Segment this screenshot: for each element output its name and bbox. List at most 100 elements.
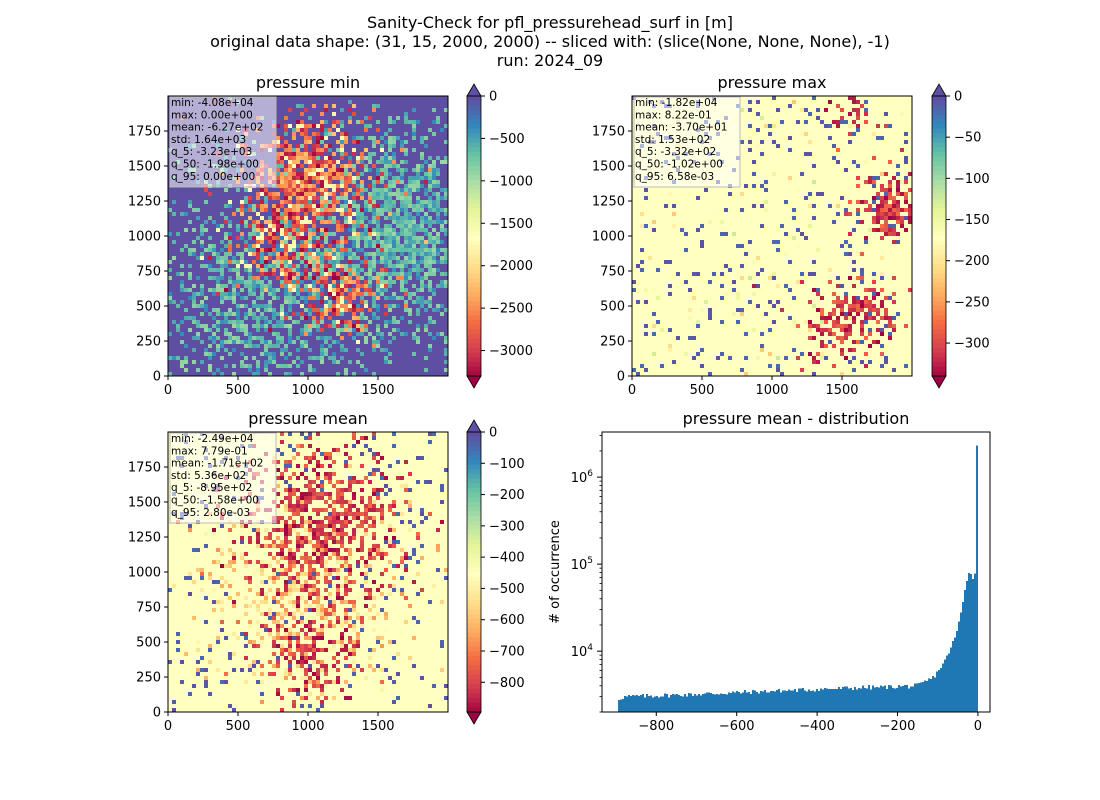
heatmap-cell [328,268,332,272]
heatmap-cell [772,240,776,244]
heatmap-cell [384,312,388,316]
histogram-bar [843,686,846,712]
heatmap-cell [432,248,436,252]
colorbar-extend-min [466,711,482,725]
heatmap-cell [324,192,328,196]
heatmap-cell [872,276,876,280]
heatmap-cell [296,512,300,516]
heatmap-cell [204,200,208,204]
heatmap-cell [192,240,196,244]
y-tick-label: 500 [136,636,161,651]
heatmap-cell [320,172,324,176]
heatmap-cell [308,528,312,532]
heatmap-cell [288,212,292,216]
heatmap-cell [332,208,336,212]
heatmap-cell [184,368,188,372]
heatmap-cell [240,352,244,356]
histogram-bar [794,688,797,712]
heatmap-cell [328,172,332,176]
heatmap-cell [320,256,324,260]
heatmap-cell [392,204,396,208]
heatmap-cell [300,156,304,160]
heatmap-cell [292,236,296,240]
heatmap-cell [300,704,304,708]
colorbar-segment [932,357,946,363]
heatmap-cell [344,584,348,588]
heatmap-cell [356,184,360,188]
heatmap-cell [304,204,308,208]
heatmap-cell [864,320,868,324]
heatmap-cell [280,152,284,156]
heatmap-cell [324,220,328,224]
heatmap-cell [892,176,896,180]
heatmap-cell [348,292,352,296]
heatmap-cell [364,116,368,120]
heatmap-cell [280,236,284,240]
heatmap-cell [396,696,400,700]
heatmap-cell [308,204,312,208]
heatmap-cell [376,560,380,564]
heatmap-cell [308,220,312,224]
heatmap-cell [404,596,408,600]
heatmap-cell [744,332,748,336]
heatmap-cell [312,288,316,292]
heatmap-cell [384,160,388,164]
heatmap-cell [376,280,380,284]
heatmap-cell [892,368,896,372]
colorbar-tick-label: −150 [954,213,990,228]
heatmap-cell [668,348,672,352]
heatmap-cell [376,104,380,108]
colorbar-segment [932,184,946,190]
heatmap-cell [308,496,312,500]
heatmap-cell [300,500,304,504]
heatmap-cell [356,244,360,248]
histogram-bar [859,688,862,712]
colorbar-segment [932,292,946,298]
heatmap-cell [180,288,184,292]
heatmap-cell [232,556,236,560]
heatmap-cell [384,248,388,252]
heatmap-cell [340,528,344,532]
heatmap-cell [324,452,328,456]
heatmap-cell [288,688,292,692]
heatmap-cell [428,332,432,336]
heatmap-cell [336,500,340,504]
heatmap-cell [836,160,840,164]
heatmap-cell [420,204,424,208]
heatmap-cell [884,360,888,364]
heatmap-cell [312,188,316,192]
heatmap-cell [232,292,236,296]
heatmap-cell [232,372,236,376]
heatmap-cell [216,284,220,288]
heatmap-cell [328,480,332,484]
heatmap-cell [316,240,320,244]
heatmap-cell [420,220,424,224]
heatmap-cell [336,528,340,532]
heatmap-cell [332,584,336,588]
heatmap-cell [392,304,396,308]
heatmap-cell [352,520,356,524]
heatmap-cell [192,228,196,232]
heatmap-cell [356,204,360,208]
heatmap-cell [308,480,312,484]
heatmap-cell [404,188,408,192]
heatmap-cell [256,628,260,632]
heatmap-cell [304,236,308,240]
colorbar-tick-label: −500 [489,582,525,597]
heatmap-cell [368,288,372,292]
heatmap-cell [276,164,280,168]
heatmap-cell [844,120,848,124]
heatmap-cell [300,360,304,364]
colorbar-segment [932,138,946,144]
heatmap-cell [296,216,300,220]
heatmap-cell [284,264,288,268]
heatmap-cell [328,592,332,596]
heatmap-cell [312,320,316,324]
heatmap-cell [348,280,352,284]
heatmap-cell [400,228,404,232]
heatmap-cell [352,280,356,284]
heatmap-cell [276,644,280,648]
heatmap-cell [848,252,852,256]
heatmap-cell [216,600,220,604]
heatmap-cell [668,344,672,348]
